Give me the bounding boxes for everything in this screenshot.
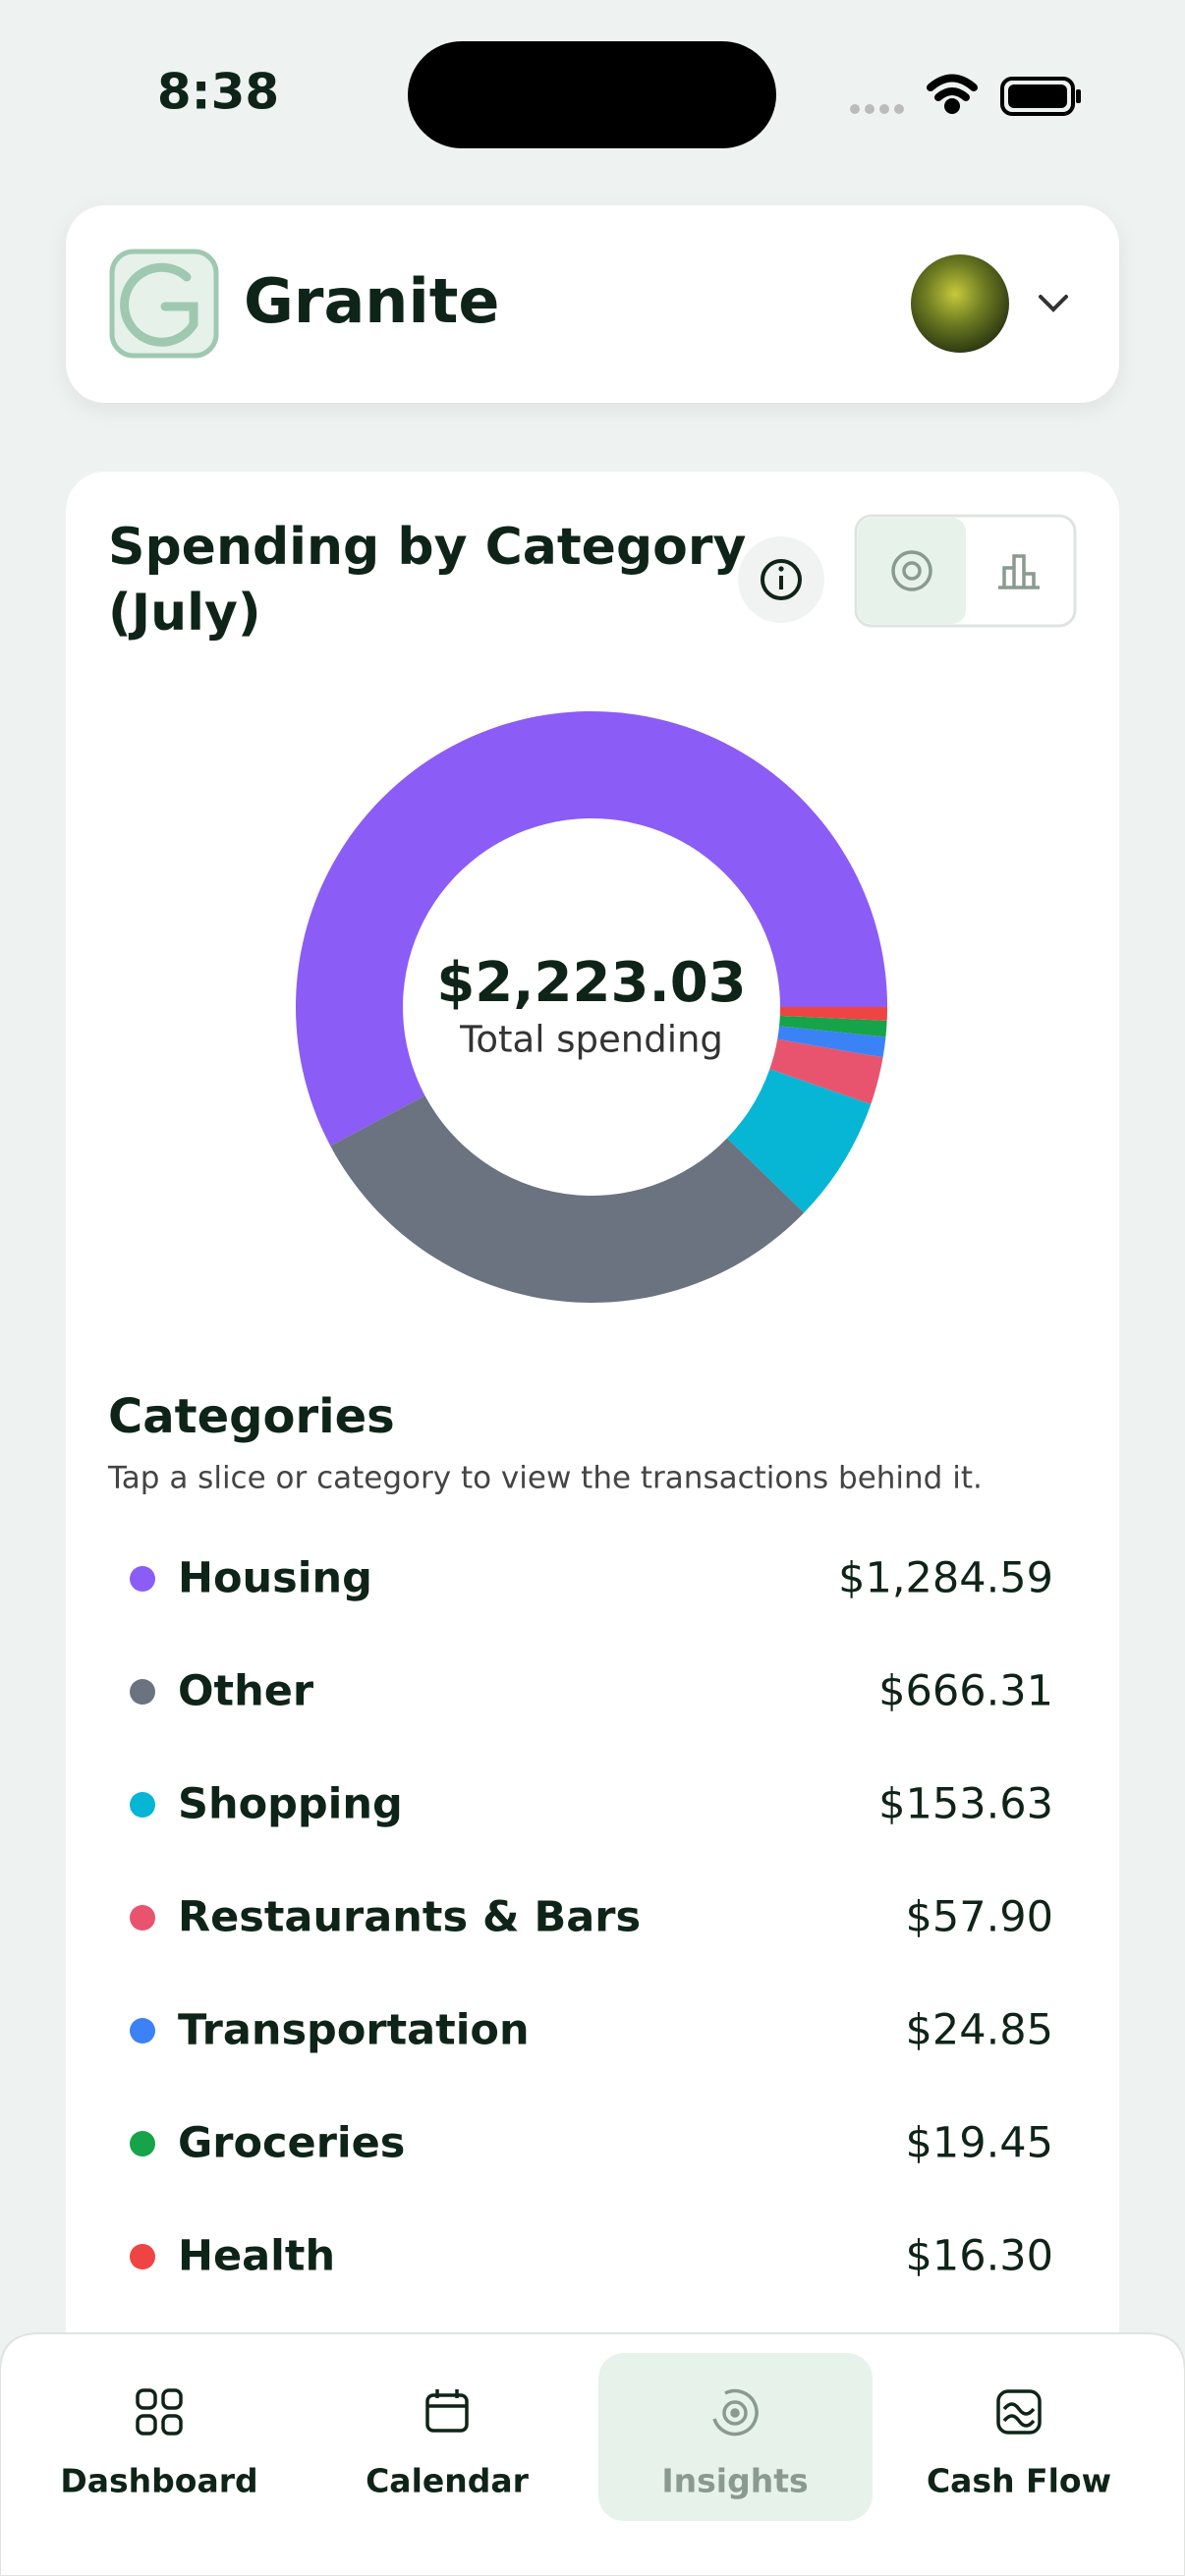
- category-name: Transportation: [178, 2006, 530, 2055]
- donut-slice[interactable]: [295, 711, 887, 1147]
- category-amount: $24.85: [906, 2006, 1053, 2055]
- category-name: Shopping: [178, 1780, 403, 1829]
- battery-icon: [1000, 77, 1081, 116]
- category-name: Health: [178, 2232, 335, 2281]
- calendar-icon: [425, 2389, 469, 2433]
- card-title: Spending by Category: [108, 518, 746, 577]
- signal: [850, 104, 904, 114]
- category-name: Restaurants & Bars: [178, 1893, 641, 1942]
- category-row[interactable]: Transportation $24.85: [130, 2006, 1053, 2055]
- logo: [109, 249, 219, 359]
- dashboard-icon: [136, 2388, 183, 2436]
- category-amount: $16.30: [906, 2232, 1053, 2281]
- nav-label[interactable]: Calendar: [366, 2462, 530, 2500]
- dynamic-island: [408, 41, 776, 148]
- category-amount: $666.31: [878, 1667, 1053, 1716]
- chart-toggle[interactable]: [854, 514, 1077, 628]
- category-row[interactable]: Groceries $19.45: [130, 2119, 1053, 2168]
- cashflow-icon: [996, 2389, 1042, 2435]
- app-title: Granite: [244, 265, 499, 337]
- category-name: Other: [178, 1667, 314, 1716]
- header-card: [66, 205, 1119, 403]
- wifi-icon: [927, 74, 978, 114]
- category-dot: [130, 1905, 155, 1931]
- total-amount: $2,223.03: [436, 951, 746, 1015]
- donut-slice[interactable]: [779, 1015, 887, 1037]
- account-chevron[interactable]: [1039, 295, 1068, 312]
- nav-labels: Dashboard Calendar Insights Cash Flow: [60, 2462, 1111, 2500]
- category-dot: [130, 2244, 155, 2269]
- donut-slice[interactable]: [726, 1069, 872, 1213]
- bottom-nav: [0, 2332, 1185, 2576]
- info-button[interactable]: [738, 536, 824, 623]
- donut-slice[interactable]: [769, 1038, 883, 1104]
- nav-label[interactable]: Cash Flow: [927, 2462, 1111, 2500]
- donut-chart: [295, 711, 887, 1303]
- status-time: 8:38: [157, 64, 279, 121]
- category-dot: [130, 1566, 155, 1592]
- insights-icon: [712, 2388, 759, 2436]
- category-list: Housing $1,284.59 Other $666.31 Shopping $153…: [130, 1554, 1053, 2281]
- donut-slice[interactable]: [779, 1007, 887, 1021]
- category-name: Housing: [178, 1554, 372, 1603]
- category-row[interactable]: Shopping $153.63: [130, 1780, 1053, 1829]
- category-row[interactable]: Restaurants & Bars $57.90: [130, 1893, 1053, 1942]
- nav-label[interactable]: Insights: [661, 2462, 808, 2500]
- nav-icons: [136, 2388, 1042, 2436]
- category-dot: [130, 2018, 155, 2044]
- card-title: (July): [108, 584, 261, 643]
- category-row[interactable]: Health $16.30: [130, 2232, 1053, 2281]
- nav-active-bg: [598, 2353, 873, 2521]
- section-title: Categories: [108, 1389, 395, 1444]
- category-row[interactable]: Housing $1,284.59: [130, 1554, 1053, 1603]
- nav-label[interactable]: Dashboard: [60, 2462, 257, 2500]
- donut-slice[interactable]: [330, 1095, 805, 1303]
- category-amount: $1,284.59: [838, 1554, 1053, 1603]
- category-amount: $153.63: [878, 1780, 1053, 1829]
- avatar[interactable]: [911, 254, 1009, 353]
- donut-slice[interactable]: [777, 1026, 886, 1058]
- category-dot: [130, 2131, 155, 2156]
- total-caption: Total spending: [459, 1019, 723, 1061]
- category-dot: [130, 1792, 155, 1818]
- section-hint: Tap a slice or category to view the tran…: [107, 1461, 983, 1496]
- category-name: Groceries: [178, 2119, 405, 2168]
- category-row[interactable]: Other $666.31: [130, 1667, 1053, 1716]
- category-dot: [130, 1679, 155, 1705]
- category-amount: $19.45: [906, 2119, 1053, 2168]
- category-amount: $57.90: [906, 1893, 1053, 1942]
